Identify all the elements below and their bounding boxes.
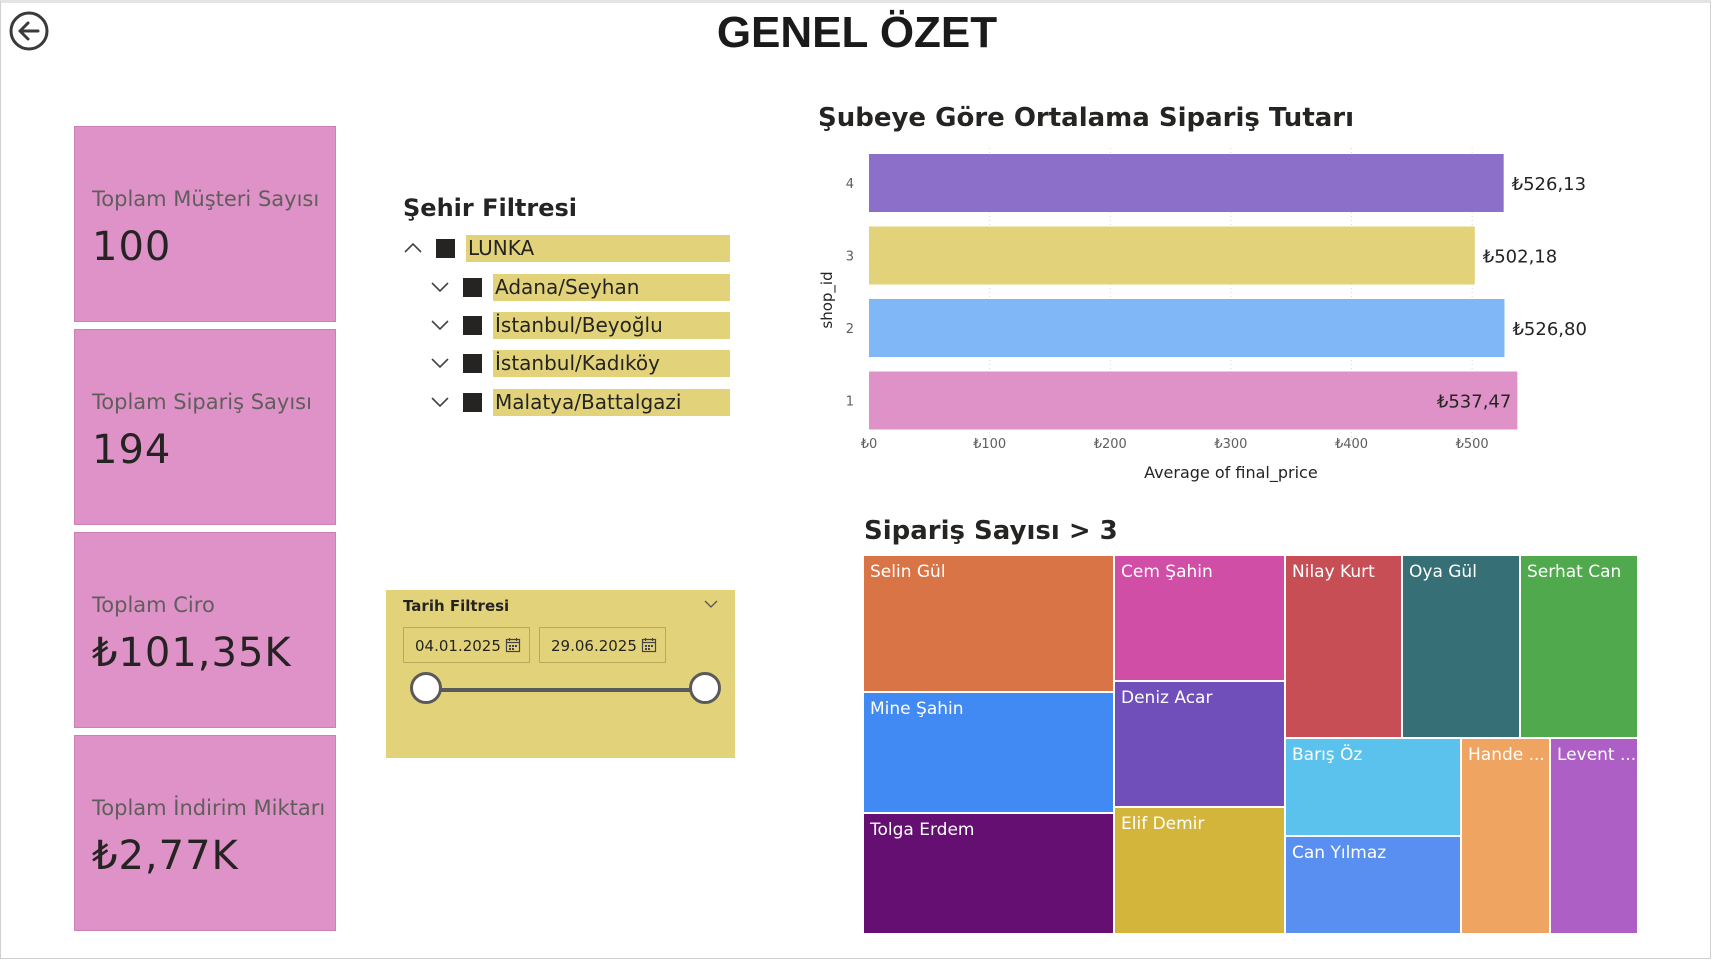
treemap-cell[interactable]: Nilay Kurt bbox=[1285, 555, 1402, 738]
treemap-cell-label: Deniz Acar bbox=[1121, 688, 1213, 708]
checkbox[interactable] bbox=[463, 278, 482, 297]
chevron-down-icon[interactable] bbox=[703, 596, 719, 612]
treemap-cell-label: Tolga Erdem bbox=[870, 820, 975, 840]
treemap-cell-label: Elif Demir bbox=[1121, 814, 1205, 834]
start-date-value: 04.01.2025 bbox=[415, 637, 501, 655]
city-filter-item-label: Malatya/Battalgazi bbox=[493, 389, 730, 416]
data-label: ₺502,18 bbox=[1483, 247, 1557, 268]
city-filter-item-label: İstanbul/Beyoğlu bbox=[493, 312, 730, 339]
start-date-input[interactable]: 04.01.2025 bbox=[403, 627, 530, 663]
treemap-title: Sipariş Sayısı > 3 bbox=[864, 516, 1118, 546]
kpi-card-orders: Toplam Sipariş Sayısı 194 bbox=[74, 329, 336, 525]
chevron-down-icon[interactable] bbox=[429, 391, 451, 413]
kpi-card-discount: Toplam İndirim Miktarı ₺2,77K bbox=[74, 735, 336, 931]
kpi-card-customers: Toplam Müşteri Sayısı 100 bbox=[74, 126, 336, 322]
treemap-cell[interactable]: Oya Gül bbox=[1402, 555, 1520, 738]
date-range-start-handle[interactable] bbox=[410, 672, 442, 704]
checkbox[interactable] bbox=[463, 316, 482, 335]
bar[interactable] bbox=[869, 226, 1475, 285]
x-axis-title: Average of final_price bbox=[1144, 463, 1318, 483]
x-tick-label: ₺500 bbox=[1456, 437, 1489, 452]
kpi-label: Toplam Ciro bbox=[92, 593, 215, 617]
treemap: Selin Gül Mine Şahin Tolga Erdem Cem Şah… bbox=[863, 555, 1638, 934]
end-date-value: 29.06.2025 bbox=[551, 637, 637, 655]
bar-chart-title: Şubeye Göre Ortalama Sipariş Tutarı bbox=[818, 103, 1355, 133]
kpi-value: ₺2,77K bbox=[92, 833, 239, 879]
x-tick-label: ₺300 bbox=[1214, 437, 1247, 452]
date-filter-title: Tarih Filtresi bbox=[403, 597, 510, 615]
x-tick-label: ₺200 bbox=[1094, 437, 1127, 452]
kpi-value: 194 bbox=[92, 427, 172, 473]
bar[interactable] bbox=[869, 154, 1504, 212]
end-date-input[interactable]: 29.06.2025 bbox=[539, 627, 666, 663]
chevron-down-icon[interactable] bbox=[429, 314, 451, 336]
kpi-label: Toplam İndirim Miktarı bbox=[92, 796, 326, 820]
treemap-cell-label: Serhat Can bbox=[1527, 562, 1622, 582]
treemap-cell[interactable]: Deniz Acar bbox=[1114, 681, 1285, 807]
arrow-left-circle-icon[interactable] bbox=[8, 10, 50, 52]
treemap-cell-label: Selin Gül bbox=[870, 562, 946, 582]
kpi-label: Toplam Sipariş Sayısı bbox=[92, 390, 312, 414]
treemap-cell-label: Nilay Kurt bbox=[1292, 562, 1375, 582]
y-tick-label: 1 bbox=[846, 395, 854, 410]
city-filter-root-label: LUNKA bbox=[466, 235, 730, 262]
checkbox[interactable] bbox=[436, 239, 455, 258]
date-range-track[interactable] bbox=[425, 688, 705, 692]
data-label: ₺526,13 bbox=[1512, 174, 1586, 195]
treemap-cell-label: Mine Şahin bbox=[870, 699, 964, 719]
treemap-cell[interactable]: Selin Gül bbox=[863, 555, 1114, 692]
checkbox[interactable] bbox=[463, 354, 482, 373]
treemap-cell[interactable]: Tolga Erdem bbox=[863, 813, 1114, 934]
kpi-card-revenue: Toplam Ciro ₺101,35K bbox=[74, 532, 336, 728]
city-filter-item-label: İstanbul/Kadıköy bbox=[493, 350, 730, 377]
treemap-cell[interactable]: Hande ... bbox=[1461, 738, 1550, 934]
chevron-up-icon[interactable] bbox=[402, 237, 424, 259]
bar[interactable] bbox=[869, 299, 1505, 357]
date-filter: Tarih Filtresi 04.01.2025 29.06.2025 bbox=[386, 590, 735, 758]
kpi-value: 100 bbox=[92, 224, 172, 270]
treemap-cell[interactable]: Can Yılmaz bbox=[1285, 836, 1461, 934]
treemap-cell-label: Barış Öz bbox=[1292, 745, 1363, 765]
x-tick-label: ₺400 bbox=[1335, 437, 1368, 452]
page-title: GENEL ÖZET bbox=[716, 8, 998, 57]
y-tick-label: 3 bbox=[846, 250, 854, 265]
city-filter-title: Şehir Filtresi bbox=[403, 194, 578, 222]
treemap-cell-label: Oya Gül bbox=[1409, 562, 1477, 582]
treemap-cell-label: Can Yılmaz bbox=[1292, 843, 1387, 863]
bar[interactable] bbox=[869, 371, 1518, 430]
treemap-cell[interactable]: Cem Şahin bbox=[1114, 555, 1285, 681]
treemap-cell[interactable]: Barış Öz bbox=[1285, 738, 1461, 836]
data-label: ₺526,80 bbox=[1512, 319, 1586, 340]
data-label: ₺537,47 bbox=[1437, 392, 1511, 413]
y-tick-label: 2 bbox=[846, 322, 854, 337]
treemap-cell-label: Hande ... bbox=[1468, 745, 1545, 765]
city-filter-item-label: Adana/Seyhan bbox=[493, 274, 730, 301]
chevron-down-icon[interactable] bbox=[429, 276, 451, 298]
bar-chart: 4 ₺526,13 3 ₺502,18 2 ₺526,80 1 ₺537,47 ₺0 ₺100 ₺2… bbox=[818, 148, 1587, 483]
treemap-cell[interactable]: Elif Demir bbox=[1114, 807, 1285, 934]
y-axis-title: shop_id bbox=[818, 271, 837, 328]
date-range-end-handle[interactable] bbox=[689, 672, 721, 704]
treemap-cell-label: Cem Şahin bbox=[1121, 562, 1213, 582]
treemap-cell[interactable]: Serhat Can bbox=[1520, 555, 1638, 738]
kpi-value: ₺101,35K bbox=[92, 630, 292, 676]
treemap-cell-label: Levent ... bbox=[1557, 745, 1637, 765]
calendar-icon[interactable] bbox=[641, 637, 657, 653]
checkbox[interactable] bbox=[463, 393, 482, 412]
treemap-cell[interactable]: Levent ... bbox=[1550, 738, 1638, 934]
y-tick-label: 4 bbox=[846, 177, 854, 192]
kpi-label: Toplam Müşteri Sayısı bbox=[92, 187, 320, 211]
x-tick-label: ₺0 bbox=[861, 437, 878, 452]
calendar-icon[interactable] bbox=[505, 637, 521, 653]
treemap-cell[interactable]: Mine Şahin bbox=[863, 692, 1114, 813]
chevron-down-icon[interactable] bbox=[429, 352, 451, 374]
x-tick-label: ₺100 bbox=[973, 437, 1006, 452]
